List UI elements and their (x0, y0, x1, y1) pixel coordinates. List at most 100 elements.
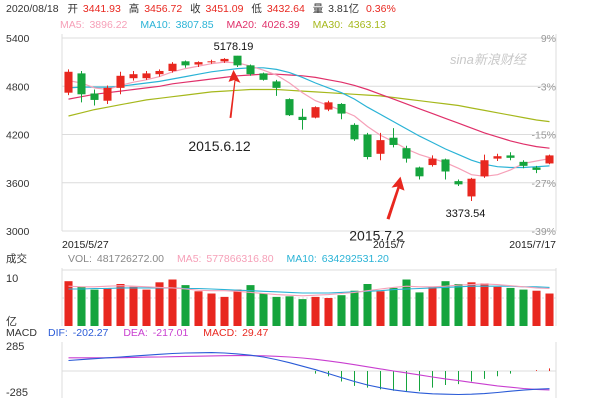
svg-text:2020/08/18 开 3441.93: 2020/08/18 开 3441.93 高 3456.72 收 3451.09… (6, 2, 396, 15)
candle-down (363, 134, 372, 158)
ma20-legend-value: 4026.39 (262, 19, 300, 31)
high-price-label: 5178.19 (214, 41, 254, 53)
pct-tick-label: -39% (531, 226, 556, 238)
pct-tick-label: -3% (537, 81, 556, 93)
macd-dea-label: DEA: (123, 327, 148, 339)
volume-bar (389, 287, 398, 326)
ma20-line (68, 73, 550, 149)
volume-bar (285, 296, 294, 326)
header-volume-label: 量 (313, 3, 324, 15)
macd-tick-top: 285 (6, 341, 24, 353)
volume-bar (493, 286, 502, 326)
macd-dea-value: -217.01 (153, 327, 189, 339)
volume-grid: 10 亿 (6, 268, 557, 328)
candle-down (285, 99, 294, 116)
macd-dif-value: -202.27 (73, 327, 109, 339)
volume-bar (350, 290, 359, 326)
ma10-line (68, 67, 550, 169)
volume-bar (168, 279, 177, 326)
candle-down (454, 181, 463, 185)
vol-ma10-legend-label: MA10: (286, 253, 316, 265)
header-volume-value: 3.81亿 (328, 2, 359, 15)
candle-up (311, 107, 320, 118)
volume-bar (259, 293, 268, 326)
header-change-value: 0.36% (366, 3, 396, 15)
candle-up (545, 155, 554, 164)
volume-bar (298, 299, 307, 326)
candle-up (324, 102, 333, 110)
volume-bar (467, 282, 476, 326)
header-low-label: 低 (251, 2, 262, 15)
volume-bar (545, 293, 554, 326)
volume-bar (272, 296, 281, 326)
date-label-start: 2015/5/27 (62, 239, 109, 251)
ma10-legend-label: MA10: (140, 19, 170, 31)
price-grid (61, 34, 557, 232)
volume-bar (129, 286, 138, 326)
price-tick-label: 3000 (6, 226, 30, 238)
ma20-legend-label: MA20: (227, 19, 257, 31)
candle-down (298, 116, 307, 121)
candle-down (90, 93, 99, 100)
header-low-value: 3432.64 (267, 3, 305, 15)
candle-down (506, 155, 515, 158)
label-2015-6-12: 2015.6.12 (188, 138, 250, 154)
header-date: 2020/08/18 (6, 3, 59, 15)
candle-up (207, 61, 216, 63)
chart-annotations: 5178.19 3373.54 2015.6.12 2015.7.2 (188, 41, 485, 244)
ma5-legend-label: MA5: (60, 19, 85, 31)
macd-histogram (315, 368, 550, 393)
ma30-legend-label: MA30: (313, 19, 343, 31)
ma30-legend-value: 4363.13 (348, 19, 386, 31)
volume-bar (402, 279, 411, 326)
macd-lines (68, 352, 550, 396)
ma5-line (68, 61, 550, 177)
header-close-value: 3451.09 (206, 3, 244, 15)
volume-bar (324, 298, 333, 326)
volume-bar (155, 282, 164, 326)
vol-ma10-line (68, 285, 550, 294)
volume-bar (363, 284, 372, 326)
svg-text:DIF: -202.27 DEA:: DIF: -202.27 DEA: -217.01 MACD: 29.47 (48, 327, 268, 339)
date-label-middle: 2015/7 (373, 239, 405, 251)
volume-bar (207, 293, 216, 326)
price-axis-labels: 5400 4800 4200 3600 3000 9% -3% -15% -27% -39% (6, 33, 556, 238)
candle-up (142, 73, 151, 79)
volume-bar (116, 284, 125, 326)
volume-bar (480, 283, 489, 326)
macd-hist-label: MACD: (203, 327, 237, 339)
ma10-legend-value: 3807.85 (176, 19, 214, 31)
volume-bar (64, 281, 73, 326)
volume-unit-label: 亿 (6, 315, 17, 328)
volume-bar (233, 289, 242, 326)
macd-dea-line (68, 355, 550, 391)
volume-bar (103, 287, 112, 326)
volume-bar (181, 285, 190, 326)
ma30-line (68, 88, 550, 123)
candle-down (415, 167, 424, 177)
svg-text:VOL: 481726272.00 MA5:: VOL: 481726272.00 MA5: 577866316.80 MA10… (68, 253, 389, 265)
candle-up (220, 58, 229, 62)
candle-down (233, 55, 242, 66)
vol-ma5-legend-label: MA5: (177, 253, 202, 265)
macd-hist-value: 29.47 (242, 327, 268, 339)
volume-bar (454, 284, 463, 326)
volume-bar (246, 285, 255, 326)
vol-ma5-legend-value: 577866316.80 (206, 253, 273, 265)
volume-bar (506, 287, 515, 326)
macd-dif-label: DIF: (48, 327, 68, 339)
price-tick-label: 5400 (6, 33, 30, 45)
price-tick-label: 4200 (6, 130, 30, 142)
volume-bar (532, 290, 541, 326)
ma5-legend-value: 3896.22 (89, 19, 127, 31)
volume-bar (311, 296, 320, 326)
macd-panel-title: MACD (6, 327, 37, 339)
volume-bar (90, 289, 99, 326)
candle-down (389, 137, 398, 145)
vol-ma5-line (68, 283, 550, 297)
moving-average-lines (68, 61, 550, 177)
price-tick-label: 4800 (6, 81, 30, 93)
volume-bar (441, 281, 450, 326)
vol-legend-value: 481726272.00 (97, 253, 164, 265)
